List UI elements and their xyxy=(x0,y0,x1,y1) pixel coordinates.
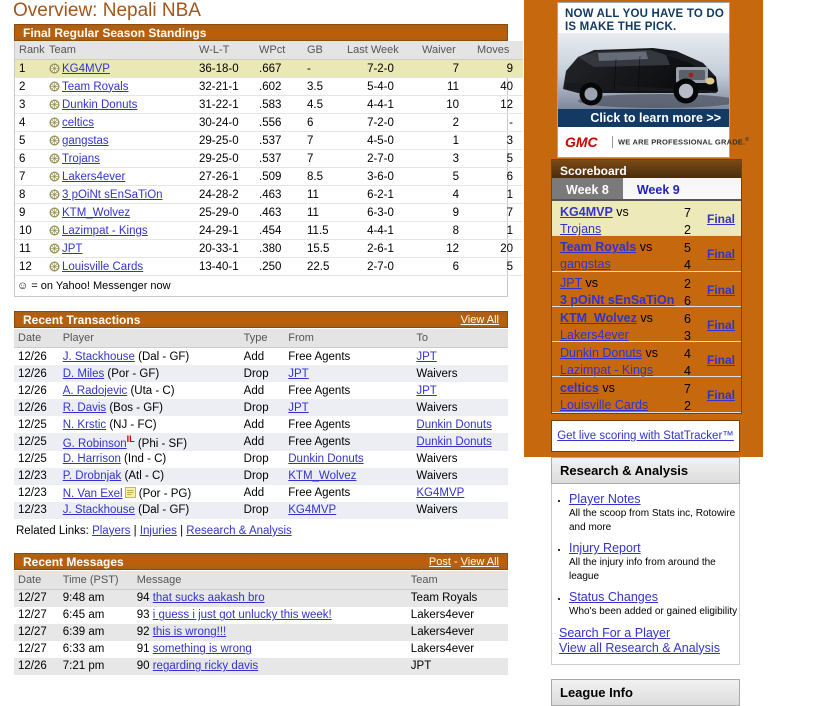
svg-text:GMC: GMC xyxy=(565,135,599,149)
